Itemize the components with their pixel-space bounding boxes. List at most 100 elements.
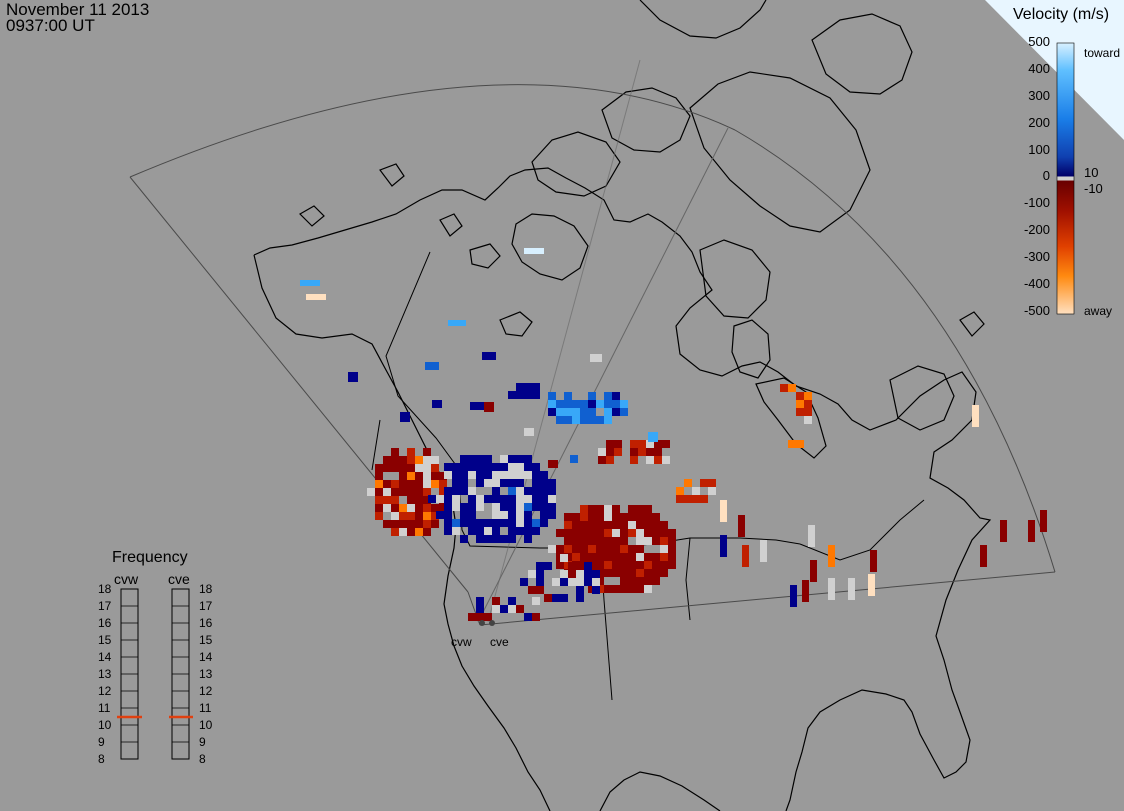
velocity-cell <box>630 448 638 456</box>
velocity-cell <box>564 400 572 408</box>
velocity-cell <box>524 503 532 511</box>
velocity-cell <box>612 408 620 416</box>
velocity-cell <box>492 503 500 511</box>
velocity-cell <box>468 511 476 519</box>
velocity-cell <box>668 561 676 569</box>
velocity-cell <box>604 505 612 513</box>
velocity-cell <box>556 529 564 537</box>
velocity-cell <box>652 521 660 529</box>
velocity-cell <box>407 488 415 496</box>
velocity-cell <box>572 553 580 561</box>
velocity-cell <box>500 511 508 519</box>
velocity-cell <box>375 504 383 512</box>
frequency-tick: 11 <box>199 701 212 715</box>
velocity-cell <box>492 535 500 543</box>
velocity-cell <box>508 527 516 535</box>
velocity-cell <box>484 519 492 527</box>
velocity-cell <box>399 472 407 480</box>
velocity-cell <box>668 553 676 561</box>
velocity-cell <box>484 527 492 535</box>
velocity-cell <box>630 456 638 464</box>
velocity-cell <box>423 480 431 488</box>
velocity-cell <box>636 545 644 553</box>
velocity-cell <box>580 521 588 529</box>
velocity-cell <box>692 495 700 503</box>
velocity-cell <box>588 400 596 408</box>
velocity-cell <box>524 248 544 254</box>
velocity-cell <box>620 529 628 537</box>
velocity-cell <box>468 613 476 621</box>
velocity-cell <box>415 504 423 512</box>
velocity-cell <box>644 585 652 593</box>
velocity-cell <box>596 521 604 529</box>
velocity-cell <box>1000 520 1007 542</box>
velocity-cell <box>532 519 540 527</box>
velocity-cell <box>400 412 410 422</box>
velocity-cell <box>592 578 600 586</box>
velocity-cell <box>644 569 652 577</box>
velocity-cell <box>431 504 439 512</box>
frequency-gridlines <box>121 605 189 743</box>
velocity-cell <box>660 545 668 553</box>
velocity-cell <box>644 553 652 561</box>
velocity-cell <box>612 537 620 545</box>
velocity-cell <box>548 479 556 487</box>
velocity-cell <box>391 448 399 456</box>
velocity-cell <box>516 463 524 471</box>
velocity-cell <box>652 513 660 521</box>
velocity-cell <box>596 537 604 545</box>
velocity-cell <box>596 513 604 521</box>
velocity-cell <box>568 578 576 586</box>
radar-site-marker-cvw <box>479 620 485 626</box>
radar-site-marker-cve <box>489 620 495 626</box>
velocity-cell <box>407 504 415 512</box>
velocity-cell <box>742 545 749 567</box>
velocity-cell <box>375 496 383 504</box>
velocity-cell <box>484 535 492 543</box>
velocity-cell <box>636 569 644 577</box>
velocity-cell <box>540 495 548 503</box>
time-label: 0937:00 UT <box>6 16 95 35</box>
velocity-cell <box>560 554 568 562</box>
velocity-cell <box>676 495 684 503</box>
velocity-cell <box>391 496 399 504</box>
velocity-cell <box>638 440 646 448</box>
velocity-cell <box>448 320 466 326</box>
velocity-cell <box>796 408 804 416</box>
velocity-cell <box>598 456 606 464</box>
velocity-cell <box>604 545 612 553</box>
velocity-cell <box>796 400 804 408</box>
velocity-cell <box>580 513 588 521</box>
velocity-cell <box>524 511 532 519</box>
velocity-cell <box>652 561 660 569</box>
velocity-cell <box>423 528 431 536</box>
velocity-cell <box>423 464 431 472</box>
away-label: away <box>1084 304 1113 318</box>
velocity-cell <box>652 529 660 537</box>
velocity-cell <box>572 513 580 521</box>
velocity-cell <box>612 569 620 577</box>
velocity-cell <box>552 594 560 602</box>
velocity-cell <box>588 408 596 416</box>
velocity-tick: 300 <box>1028 88 1050 103</box>
velocity-cell <box>604 408 612 416</box>
velocity-cell <box>660 553 668 561</box>
velocity-cell <box>596 561 604 569</box>
velocity-cell <box>524 391 532 399</box>
velocity-cell <box>492 487 500 495</box>
velocity-cell <box>604 521 612 529</box>
velocity-cell <box>604 585 612 593</box>
velocity-cell <box>604 537 612 545</box>
velocity-cell <box>580 400 588 408</box>
velocity-cell <box>508 495 516 503</box>
velocity-cell <box>460 487 468 495</box>
velocity-cell <box>383 456 391 464</box>
velocity-cell <box>476 479 484 487</box>
velocity-cell <box>584 578 592 586</box>
velocity-cell <box>636 561 644 569</box>
velocity-cell <box>399 464 407 472</box>
velocity-cell <box>508 511 516 519</box>
frequency-title: Frequency <box>112 549 188 566</box>
velocity-cell <box>606 456 614 464</box>
